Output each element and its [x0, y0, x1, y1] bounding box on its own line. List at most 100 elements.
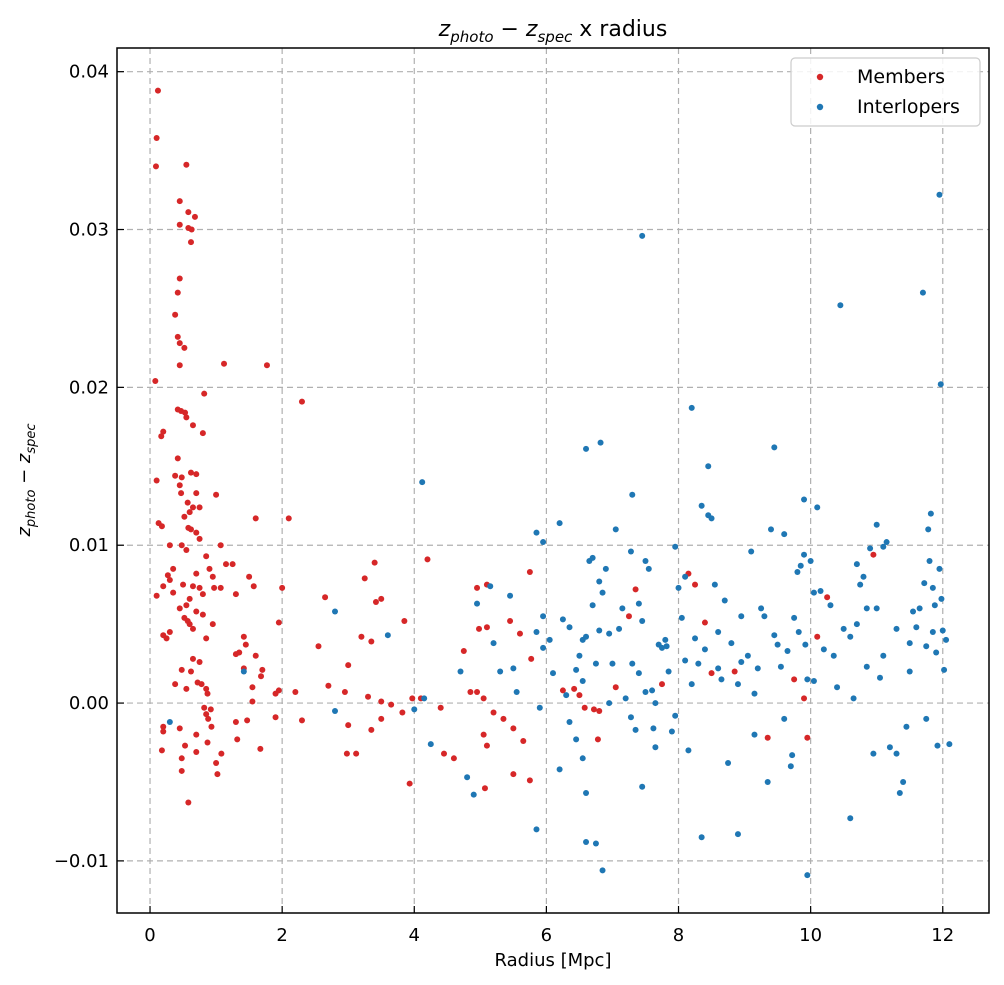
interlopers-point: [863, 663, 870, 670]
members-point: [178, 755, 185, 762]
interlopers-point: [906, 668, 913, 675]
interlopers-point: [421, 695, 428, 702]
members-point: [801, 695, 808, 702]
interlopers-point: [758, 605, 765, 612]
interlopers-point: [910, 608, 917, 615]
interlopers-point: [936, 191, 943, 198]
interlopers-point: [659, 644, 665, 651]
interlopers-point: [913, 624, 920, 631]
members-point: [203, 711, 210, 718]
interlopers-point: [579, 636, 586, 643]
members-point: [632, 586, 639, 593]
interlopers-point: [688, 681, 695, 688]
members-point: [500, 715, 507, 722]
members-point: [221, 360, 228, 367]
members-point: [183, 414, 190, 421]
interlopers-point: [847, 815, 854, 822]
members-point: [198, 681, 205, 688]
members-point: [236, 649, 243, 656]
interlopers-point: [668, 728, 675, 735]
x-axis-label: Radius [Mpc]: [495, 950, 612, 971]
interlopers-point: [711, 581, 718, 588]
interlopers-point: [919, 289, 926, 296]
interlopers-point: [718, 676, 725, 683]
members-point: [204, 739, 211, 746]
members-point: [481, 785, 488, 792]
interlopers-point: [632, 726, 639, 733]
interlopers-point: [550, 670, 556, 677]
interlopers-point: [804, 676, 811, 683]
interlopers-point: [427, 741, 434, 748]
members-point: [153, 134, 160, 141]
members-point: [814, 633, 821, 640]
members-point: [275, 619, 282, 626]
interlopers-point: [936, 565, 943, 572]
interlopers-point: [627, 714, 634, 721]
interlopers-point: [685, 747, 692, 754]
interlopers-point: [540, 539, 547, 546]
members-point: [249, 684, 256, 691]
interlopers-point: [789, 752, 796, 759]
interlopers-point: [867, 545, 874, 552]
interlopers-point: [546, 636, 553, 643]
y-tick-label: −0.01: [54, 851, 109, 872]
members-point: [166, 576, 173, 583]
members-point: [189, 504, 196, 511]
legend-label-members: Members: [857, 66, 945, 88]
members-point: [160, 428, 167, 435]
y-tick-label: 0.02: [69, 377, 109, 398]
interlopers-point: [490, 640, 497, 647]
members-point: [174, 289, 181, 296]
interlopers-point: [698, 834, 705, 841]
interlopers-point: [576, 652, 583, 659]
legend-box: [790, 57, 981, 127]
members-point: [870, 551, 877, 558]
members-point: [213, 491, 220, 498]
members-point: [368, 726, 375, 733]
interlopers-point: [635, 670, 642, 677]
members-point: [480, 695, 487, 702]
members-point: [474, 584, 481, 591]
interlopers-point: [777, 663, 784, 670]
interlopers-point: [926, 558, 933, 565]
interlopers-point: [787, 763, 794, 770]
members-point: [263, 362, 270, 369]
interlopers-point: [579, 755, 586, 762]
members-point: [160, 583, 167, 590]
interlopers-point: [774, 641, 781, 648]
interlopers-point: [847, 633, 854, 640]
interlopers-point: [860, 573, 867, 580]
members-point: [441, 750, 447, 757]
interlopers-point: [332, 707, 338, 714]
members-point: [166, 629, 173, 636]
members-point: [708, 670, 715, 677]
interlopers-point: [934, 742, 941, 749]
interlopers-point: [510, 665, 517, 672]
members-point: [388, 701, 395, 708]
interlopers-point: [850, 695, 857, 702]
interlopers-point: [795, 629, 802, 636]
members-point: [193, 731, 200, 738]
members-point: [361, 575, 368, 582]
interlopers-point: [573, 736, 580, 743]
interlopers-point: [639, 617, 646, 624]
legend-label-interlopers: Interlopers: [857, 96, 960, 118]
interlopers-point: [708, 515, 715, 522]
interlopers-point: [830, 652, 837, 659]
interlopers-point: [705, 463, 712, 470]
interlopers-point: [688, 404, 695, 411]
interlopers-point: [906, 640, 913, 647]
members-point: [824, 594, 831, 601]
interlopers-point: [419, 479, 426, 486]
interlopers-point: [738, 613, 745, 620]
members-point: [196, 504, 203, 511]
interlopers-point: [599, 589, 606, 596]
members-point: [571, 685, 578, 692]
x-tick-label: 0: [144, 925, 155, 946]
members-point: [193, 608, 200, 615]
interlopers-point: [837, 302, 844, 309]
members-point: [203, 635, 210, 642]
interlopers-point: [652, 744, 659, 751]
members-point: [193, 748, 200, 755]
